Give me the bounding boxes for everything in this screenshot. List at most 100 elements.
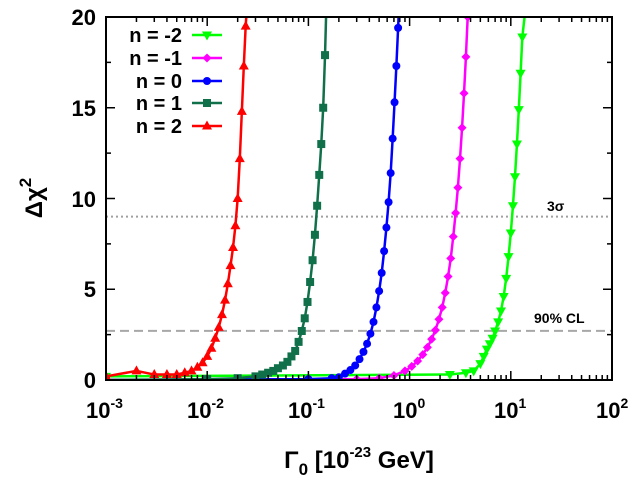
data-point: [171, 369, 182, 379]
data-point: [278, 361, 287, 370]
data-point: [384, 198, 393, 207]
data-point: [394, 23, 403, 32]
data-point: [478, 352, 489, 362]
data-point: [475, 360, 486, 370]
y-tick-label: 15: [72, 96, 96, 121]
legend-marker: [202, 31, 212, 41]
x-tick-label: 10-2: [187, 395, 224, 423]
data-point: [490, 327, 501, 337]
data-point: [319, 103, 328, 112]
reference-lines: [106, 215, 612, 332]
data-point: [106, 370, 111, 380]
legend-marker: [203, 99, 211, 107]
data-point: [220, 294, 231, 304]
data-point: [418, 350, 428, 360]
data-point: [446, 253, 456, 263]
data-point: [264, 368, 273, 377]
data-point: [380, 247, 389, 256]
data-point: [434, 314, 444, 324]
data-point: [369, 317, 378, 326]
data-point: [422, 342, 432, 352]
data-point: [222, 278, 233, 288]
data-point: [444, 371, 455, 380]
x-axis-title: Γ0 [10-23 GeV]: [284, 444, 434, 479]
ref-label-90cl: 90% CL: [534, 310, 585, 326]
series-3: [106, 17, 403, 380]
data-point: [505, 229, 516, 239]
data-point: [493, 318, 504, 328]
data-point: [192, 361, 203, 371]
data-point: [359, 347, 368, 356]
ref-label-3sigma: 3σ: [547, 198, 565, 214]
data-point: [468, 367, 479, 377]
data-point: [236, 105, 247, 115]
data-point: [210, 332, 221, 342]
data-point: [351, 361, 360, 370]
data-point: [308, 256, 317, 265]
data-point: [327, 374, 336, 380]
data-point: [321, 51, 330, 60]
data-point: [300, 314, 309, 323]
data-point: [498, 293, 509, 303]
data-point: [501, 274, 512, 284]
data-point: [242, 0, 252, 2]
y-tick-label: 0: [84, 368, 96, 393]
data-point: [317, 140, 326, 149]
data-point: [440, 288, 450, 298]
data-point: [390, 98, 399, 107]
data-point: [366, 329, 375, 338]
data-point: [521, 4, 531, 13]
data-point: [457, 123, 467, 133]
data-point: [503, 253, 514, 263]
series-1: [106, 4, 531, 380]
data-point: [388, 134, 397, 143]
data-point: [161, 369, 172, 379]
data-point: [355, 355, 364, 364]
data-point: [515, 69, 526, 79]
data-point: [303, 297, 312, 306]
data-point: [437, 302, 447, 312]
data-point: [206, 342, 217, 352]
data-point: [453, 183, 463, 193]
x-tick-label: 10-3: [86, 395, 123, 423]
series-2: [106, 17, 473, 380]
data-point: [232, 193, 243, 202]
data-point: [228, 242, 239, 252]
x-tick-label: 102: [596, 395, 628, 423]
data-point: [517, 33, 528, 43]
data-point: [310, 230, 319, 239]
legend-marker: [202, 53, 212, 63]
legend-label: n = 1: [136, 93, 182, 115]
data-point: [294, 337, 303, 346]
data-point: [372, 303, 381, 312]
axis-ticks: [105, 16, 613, 381]
data-point: [509, 173, 520, 183]
x-tick-label: 100: [393, 395, 425, 423]
data-point: [460, 369, 471, 379]
data-point: [230, 220, 241, 230]
legend-label: n = 0: [136, 71, 182, 93]
data-point: [377, 268, 386, 277]
data-point: [225, 260, 236, 270]
y-tick-label: 5: [84, 277, 96, 302]
data-point: [213, 321, 224, 331]
legend-marker: [203, 77, 211, 85]
data-point: [315, 170, 324, 179]
data-point: [258, 370, 267, 379]
data-point: [375, 287, 384, 296]
x-tick-labels: 10-3 10-2 10-1 100 101 102: [86, 395, 628, 423]
y-tick-label: 10: [72, 187, 96, 212]
data-point: [461, 52, 471, 62]
data-point: [363, 339, 372, 348]
legend-label: n = -1: [129, 48, 182, 70]
data-point: [269, 366, 278, 375]
y-tick-label: 20: [72, 5, 96, 30]
data-point: [202, 350, 213, 360]
legend-marker: [202, 120, 212, 130]
y-tick-labels: 0 5 10 15 20: [72, 5, 96, 393]
legend-label: n = 2: [136, 116, 182, 138]
data-point: [451, 208, 461, 218]
data-point: [400, 366, 410, 376]
data-point: [313, 201, 322, 210]
data-point: [455, 154, 465, 164]
